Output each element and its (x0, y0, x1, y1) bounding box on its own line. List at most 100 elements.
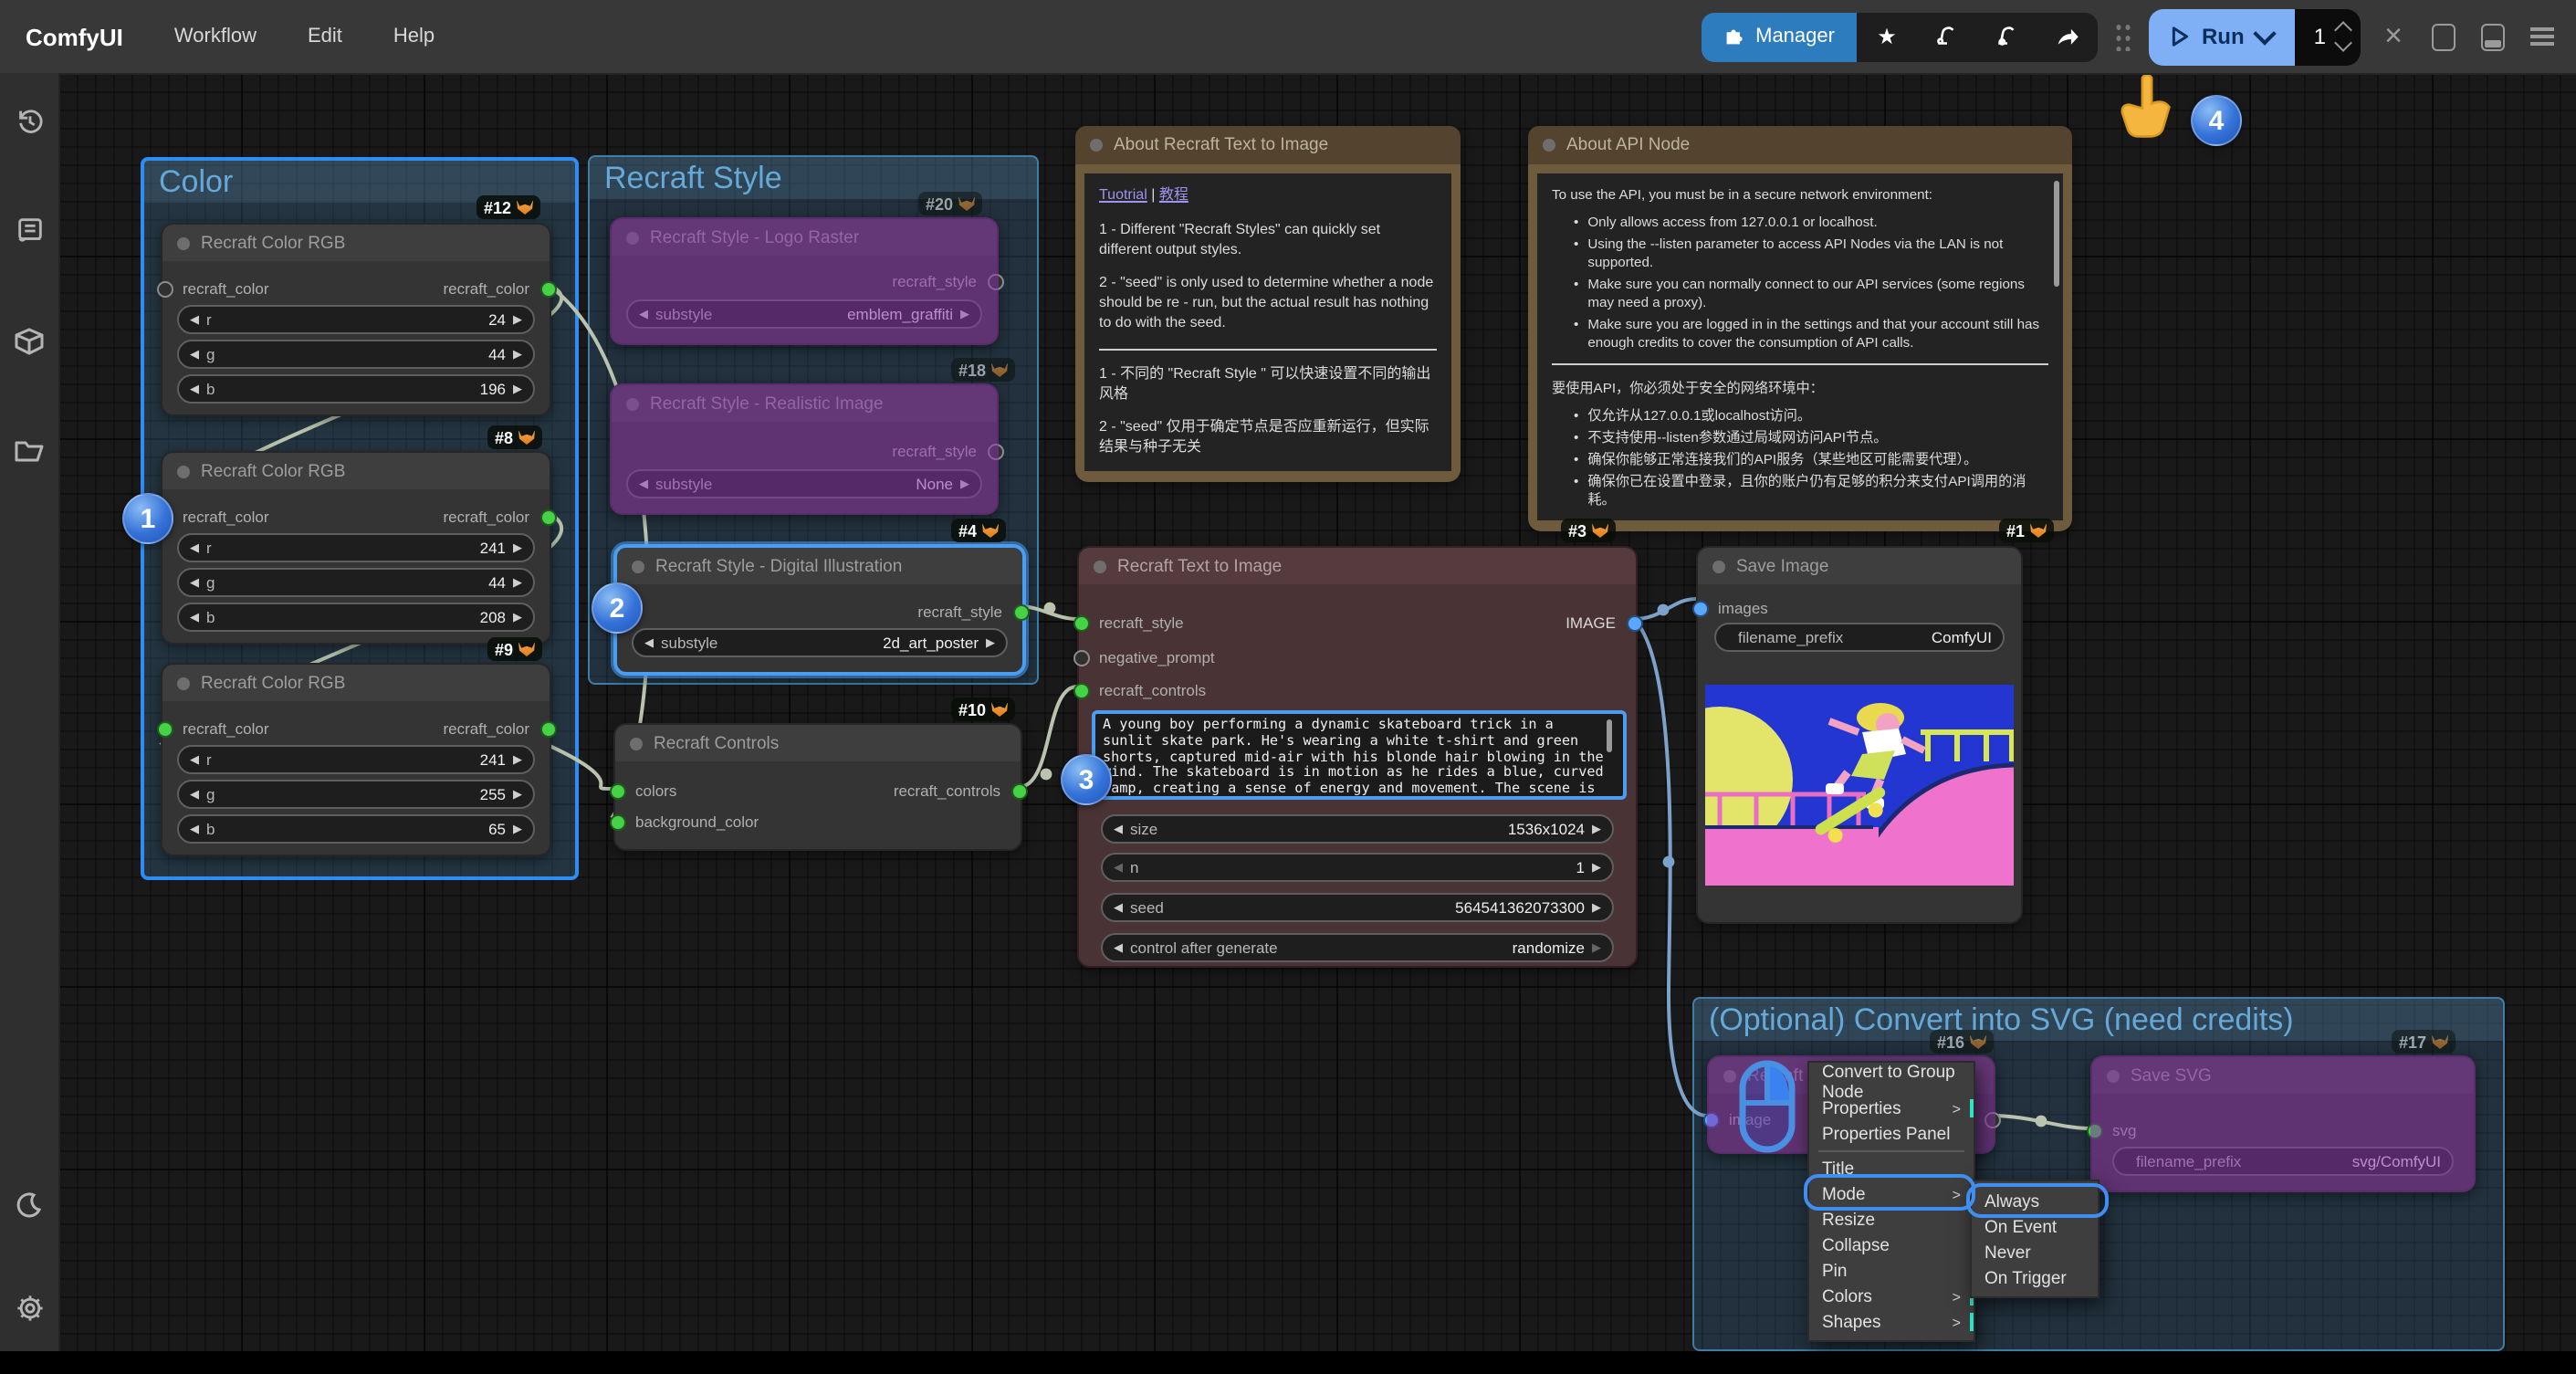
vacuum-icon-2[interactable] (1977, 25, 2037, 48)
bottom-panel-icon[interactable] (2476, 23, 2508, 50)
widget-r[interactable]: ◀ r 241 ▶ (177, 745, 535, 774)
prompt-scrollbar[interactable] (1606, 719, 1612, 752)
node-header[interactable]: Recraft Style - Digital Illustration (617, 548, 1022, 584)
decrement-icon[interactable]: ◀ (1114, 902, 1123, 915)
node-style-realistic-image[interactable]: Recraft Style - Realistic Image recraft_… (610, 383, 1003, 515)
canvas-view-icon[interactable] (2426, 23, 2459, 50)
menu-item-title[interactable]: Title (1822, 1159, 1855, 1179)
output-port[interactable] (539, 281, 556, 298)
star-icon[interactable]: ★ (1877, 24, 1897, 49)
increment-icon[interactable]: ▶ (513, 754, 522, 767)
node-style-digital-illustration[interactable]: Recraft Style - Digital Illustration rec… (613, 544, 1029, 676)
input-port[interactable] (1073, 650, 1089, 666)
decrement-icon[interactable]: ◀ (190, 577, 199, 590)
node-recraft-color-rgb-8[interactable]: Recraft Color RGB recraft_color recraft_… (156, 451, 556, 645)
node-header[interactable]: Recraft Color RGB (162, 453, 550, 489)
node-header[interactable]: Recraft Color RGB (162, 225, 550, 261)
increment-icon[interactable]: ▶ (986, 637, 995, 650)
note-about-recraft[interactable]: About Recraft Text to Image Tuotrial | 教… (1075, 126, 1461, 482)
tutorial-link[interactable]: Tuotrial (1099, 186, 1147, 203)
decrement-icon[interactable]: ◀ (190, 349, 199, 362)
increment-icon[interactable]: ▶ (513, 383, 522, 396)
menu-item-properties[interactable]: Properties > (1809, 1096, 1974, 1121)
menu-help[interactable]: Help (393, 26, 435, 47)
sidebar-workflows-icon[interactable] (0, 435, 58, 467)
widget-g[interactable]: ◀ g 255 ▶ (177, 780, 535, 809)
decrement-icon[interactable]: ◀ (190, 754, 199, 767)
increment-icon[interactable]: ▶ (1592, 823, 1601, 836)
decrement-icon[interactable]: ◀ (190, 542, 199, 555)
menu-item-convert-to-group-node[interactable]: Convert to Group Node (1822, 1063, 1955, 1103)
widget-substyle[interactable]: ◀ substyle emblem_graffiti ▶ (626, 299, 982, 329)
widget-filename-prefix[interactable]: filename_prefix svg/ComfyUI (2112, 1147, 2454, 1176)
widget-b[interactable]: ◀ b 208 ▶ (177, 603, 535, 632)
output-port[interactable] (987, 444, 1003, 460)
queue-count-stepper[interactable]: 1 (2295, 8, 2361, 65)
widget-b[interactable]: ◀ b 196 ▶ (177, 374, 535, 404)
sidebar-history-icon[interactable] (0, 106, 58, 137)
increment-icon[interactable]: ▶ (513, 542, 522, 555)
increment-icon[interactable]: ▶ (1592, 942, 1601, 955)
decrement-icon[interactable]: ◀ (1114, 942, 1123, 955)
generated-image-preview[interactable] (1705, 685, 2014, 886)
decrement-icon[interactable]: ◀ (190, 612, 199, 624)
widget-g[interactable]: ◀ g 44 ▶ (177, 568, 535, 597)
input-port[interactable] (1702, 1112, 1719, 1128)
widget-size[interactable]: ◀ size 1536x1024 ▶ (1101, 814, 1614, 844)
widget-g[interactable]: ◀ g 44 ▶ (177, 340, 535, 369)
decrement-icon[interactable]: ◀ (190, 314, 199, 327)
collapse-dot-icon[interactable] (1094, 560, 1106, 572)
node-header[interactable]: Recraft Text to Image (1079, 548, 1636, 584)
submenu-item-always[interactable]: Always (1984, 1191, 2040, 1211)
increment-icon[interactable]: ▶ (960, 478, 969, 491)
collapse-dot-icon[interactable] (1543, 139, 1555, 152)
decrement-icon[interactable]: ◀ (639, 478, 648, 491)
decrement-icon[interactable]: ◀ (639, 309, 648, 321)
collapse-dot-icon[interactable] (1712, 560, 1725, 572)
input-port[interactable] (1073, 683, 1089, 699)
collapse-dot-icon[interactable] (1090, 139, 1103, 152)
submenu-item-on-event[interactable]: On Event (1984, 1217, 2058, 1237)
collapse-dot-icon[interactable] (177, 465, 190, 477)
node-recraft-text-to-image[interactable]: Recraft Text to Image recraft_style IMAG… (1073, 546, 1642, 968)
node-save-image[interactable]: Save Image images filename_prefix ComfyU… (1691, 546, 2023, 924)
widget-control-after-generate[interactable]: ◀ control after generate randomize ▶ (1101, 933, 1614, 962)
node-recraft-color-rgb-9[interactable]: Recraft Color RGB recraft_color recraft_… (156, 663, 556, 856)
increment-icon[interactable]: ▶ (513, 349, 522, 362)
tutorial-link-zh[interactable]: 教程 (1158, 186, 1189, 203)
collapse-dot-icon[interactable] (626, 397, 639, 410)
node-header[interactable]: Recraft Style - Realistic Image (612, 385, 997, 422)
manager-button[interactable]: Manager (1701, 12, 1857, 61)
prompt-textarea[interactable]: A young boy performing a dynamic skatebo… (1092, 710, 1627, 800)
output-port[interactable] (539, 509, 556, 526)
increment-icon[interactable]: ▶ (1592, 862, 1601, 875)
collapse-dot-icon[interactable] (2107, 1069, 2120, 1082)
increment-icon[interactable]: ▶ (1592, 902, 1601, 915)
menu-item-mode[interactable]: Mode > (1809, 1181, 1974, 1207)
theme-toggle-icon[interactable] (0, 1190, 58, 1220)
node-style-logo-raster[interactable]: Recraft Style - Logo Raster recraft_styl… (610, 217, 1003, 345)
widget-substyle[interactable]: ◀ substyle 2d_art_poster ▶ (632, 628, 1008, 657)
run-button[interactable]: Run (2148, 8, 2296, 65)
node-header[interactable]: Recraft Controls (615, 725, 1021, 761)
note-header[interactable]: About Recraft Text to Image (1075, 126, 1461, 164)
close-icon[interactable]: × (2384, 18, 2403, 53)
submenu-item-on-trigger[interactable]: On Trigger (1984, 1268, 2067, 1288)
input-port[interactable] (156, 281, 173, 298)
output-port[interactable] (539, 721, 556, 738)
increment-icon[interactable]: ▶ (513, 314, 522, 327)
node-save-svg[interactable]: Save SVG svg filename_prefix svg/ComfyUI (2086, 1055, 2476, 1192)
group-svg-titlebar[interactable] (1694, 999, 2503, 1041)
vacuum-icon-1[interactable] (1917, 25, 1977, 48)
menu-workflow[interactable]: Workflow (173, 26, 257, 47)
menu-item-collapse[interactable]: Collapse (1822, 1235, 1890, 1255)
collapse-dot-icon[interactable] (632, 560, 644, 572)
widget-b[interactable]: ◀ b 65 ▶ (177, 814, 535, 844)
menu-item-resize[interactable]: Resize (1822, 1210, 1876, 1230)
menu-item-colors[interactable]: Colors > (1809, 1284, 1974, 1309)
node-recraft-color-rgb-12[interactable]: Recraft Color RGB recraft_color recraft_… (156, 223, 556, 416)
input-port[interactable] (609, 783, 625, 800)
count-down-icon[interactable] (2334, 34, 2352, 52)
increment-icon[interactable]: ▶ (513, 789, 522, 802)
